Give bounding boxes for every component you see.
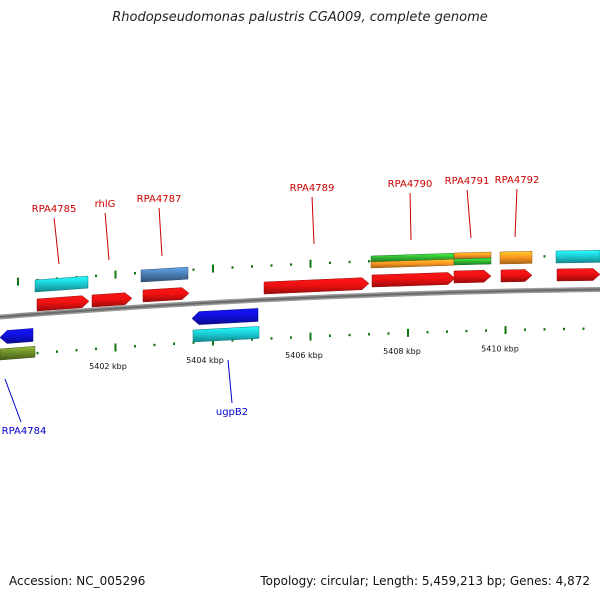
scale-label: 5406 kbp xyxy=(285,351,323,360)
gene-RPA4784-box xyxy=(0,345,36,361)
gene-ugpB2 xyxy=(191,308,259,325)
scale-label: 5410 kbp xyxy=(481,344,519,353)
gene-label-leader xyxy=(514,188,518,238)
gene-next xyxy=(556,268,600,282)
gene-label-top: RPA4791 xyxy=(445,176,490,187)
scale-label: 5404 kbp xyxy=(186,356,224,365)
gene-RPA4789 xyxy=(263,277,370,295)
gene-label-bottom: ugpB2 xyxy=(216,407,248,418)
gene-RPA4787-box xyxy=(140,266,189,283)
gene-label-top: rhlG xyxy=(95,199,116,210)
gene-label-leader xyxy=(53,217,60,265)
backbone-core xyxy=(0,288,600,318)
gene-label-top: RPA4787 xyxy=(137,194,182,205)
gene-label-top: RPA4789 xyxy=(290,183,335,194)
gene-label-leader xyxy=(227,359,233,404)
gene-RPA4792 xyxy=(500,269,533,283)
gene-RPA4791-band-green xyxy=(453,257,492,266)
gene-RPA4787 xyxy=(142,287,190,303)
backbone-outline xyxy=(0,287,600,320)
gene-label-bottom: RPA4784 xyxy=(2,426,47,437)
map-title: Rhodopseudomonas palustris CGA009, compl… xyxy=(112,10,488,25)
genome-summary: Topology: circular; Length: 5,459,213 bp… xyxy=(260,574,590,588)
gene-label-leader xyxy=(466,189,472,239)
gene-label-leader xyxy=(4,378,22,423)
gene-RPA4791 xyxy=(453,269,492,284)
gene-RPA4790-band-orange xyxy=(370,259,455,269)
gene-label-top: RPA4785 xyxy=(32,204,77,215)
gene-RPA4792-box xyxy=(499,251,533,265)
gene-label-leader xyxy=(409,192,412,241)
gene-RPA4784 xyxy=(0,328,34,344)
scale-label: 5408 kbp xyxy=(383,347,421,356)
gene-next-box xyxy=(555,250,600,264)
gene-label-top: RPA4792 xyxy=(495,175,540,186)
gene-RPA4785 xyxy=(36,295,90,312)
accession-text: Accession: NC_005296 xyxy=(9,574,146,588)
gene-label-leader xyxy=(158,207,163,257)
gene-label-leader xyxy=(311,196,315,245)
gene-RPA4785-box xyxy=(34,275,89,293)
scale-label: 5402 kbp xyxy=(89,362,127,371)
gene-label-leader xyxy=(104,212,110,261)
gene-rhlG xyxy=(91,292,133,308)
gene-label-top: RPA4790 xyxy=(388,179,433,190)
gene-ugpB2-box xyxy=(192,326,260,343)
gene-RPA4790 xyxy=(371,272,456,288)
